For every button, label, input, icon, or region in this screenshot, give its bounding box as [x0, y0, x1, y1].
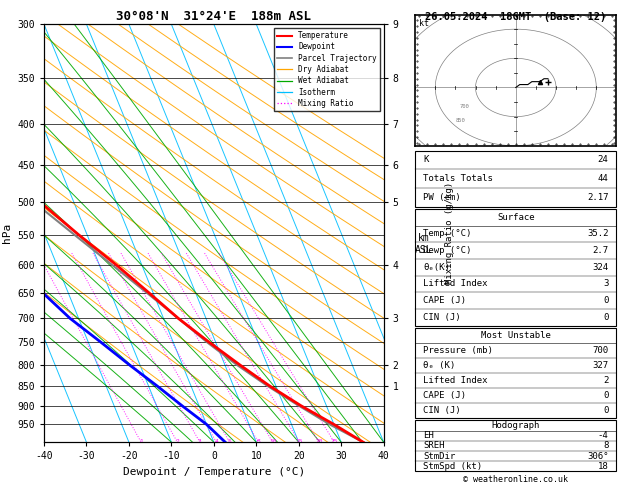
Text: 700: 700 — [593, 346, 608, 355]
Text: 20: 20 — [315, 439, 323, 444]
Text: 3: 3 — [603, 279, 608, 289]
Text: 327: 327 — [593, 361, 608, 370]
Text: θₑ (K): θₑ (K) — [423, 361, 455, 370]
Text: 324: 324 — [593, 263, 608, 272]
Text: 8: 8 — [257, 439, 260, 444]
Text: Hodograph: Hodograph — [492, 421, 540, 430]
Text: 18: 18 — [598, 462, 608, 471]
Legend: Temperature, Dewpoint, Parcel Trajectory, Dry Adiabat, Wet Adiabat, Isotherm, Mi: Temperature, Dewpoint, Parcel Trajectory… — [274, 28, 380, 111]
Text: 2.17: 2.17 — [587, 193, 608, 202]
Text: 2: 2 — [603, 376, 608, 385]
Title: 30°08'N  31°24'E  188m ASL: 30°08'N 31°24'E 188m ASL — [116, 10, 311, 23]
Text: 850: 850 — [455, 119, 465, 123]
Text: Lifted Index: Lifted Index — [423, 376, 487, 385]
Text: SREH: SREH — [423, 441, 445, 451]
Text: CIN (J): CIN (J) — [423, 406, 461, 415]
Text: Dewp (°C): Dewp (°C) — [423, 246, 472, 255]
Text: © weatheronline.co.uk: © weatheronline.co.uk — [464, 474, 568, 484]
Text: -4: -4 — [598, 431, 608, 440]
Text: 306°: 306° — [587, 451, 608, 461]
Text: Lifted Index: Lifted Index — [423, 279, 487, 289]
Text: 10: 10 — [269, 439, 276, 444]
Text: 0: 0 — [603, 296, 608, 305]
Text: 2: 2 — [175, 439, 179, 444]
Text: Mixing Ratio (g/kg): Mixing Ratio (g/kg) — [445, 182, 454, 284]
Text: Totals Totals: Totals Totals — [423, 174, 493, 183]
Text: 2.7: 2.7 — [593, 246, 608, 255]
Text: Temp (°C): Temp (°C) — [423, 229, 472, 239]
Text: EH: EH — [423, 431, 434, 440]
Text: 0: 0 — [603, 391, 608, 400]
Text: 700: 700 — [459, 104, 469, 109]
Text: Surface: Surface — [497, 213, 535, 222]
Text: θₑ(K): θₑ(K) — [423, 263, 450, 272]
Y-axis label: hPa: hPa — [2, 223, 12, 243]
Text: 24: 24 — [598, 156, 608, 164]
Text: 35.2: 35.2 — [587, 229, 608, 239]
Text: Most Unstable: Most Unstable — [481, 331, 551, 340]
Text: PW (cm): PW (cm) — [423, 193, 461, 202]
Text: K: K — [423, 156, 428, 164]
Text: CAPE (J): CAPE (J) — [423, 296, 466, 305]
Text: StmDir: StmDir — [423, 451, 455, 461]
Text: 3: 3 — [198, 439, 202, 444]
Text: 44: 44 — [598, 174, 608, 183]
Text: Pressure (mb): Pressure (mb) — [423, 346, 493, 355]
Text: 4: 4 — [214, 439, 218, 444]
X-axis label: Dewpoint / Temperature (°C): Dewpoint / Temperature (°C) — [123, 467, 305, 477]
Text: StmSpd (kt): StmSpd (kt) — [423, 462, 482, 471]
Text: 1: 1 — [139, 439, 143, 444]
Text: 5: 5 — [228, 439, 231, 444]
Text: 25: 25 — [331, 439, 338, 444]
Text: 0: 0 — [603, 313, 608, 322]
Text: 0: 0 — [603, 406, 608, 415]
Text: CIN (J): CIN (J) — [423, 313, 461, 322]
Y-axis label: km
ASL: km ASL — [415, 233, 432, 255]
Text: kt: kt — [419, 18, 429, 28]
Text: 8: 8 — [603, 441, 608, 451]
Text: CAPE (J): CAPE (J) — [423, 391, 466, 400]
Text: 15: 15 — [296, 439, 303, 444]
Text: 26.05.2024  18GMT  (Base: 12): 26.05.2024 18GMT (Base: 12) — [425, 12, 606, 22]
